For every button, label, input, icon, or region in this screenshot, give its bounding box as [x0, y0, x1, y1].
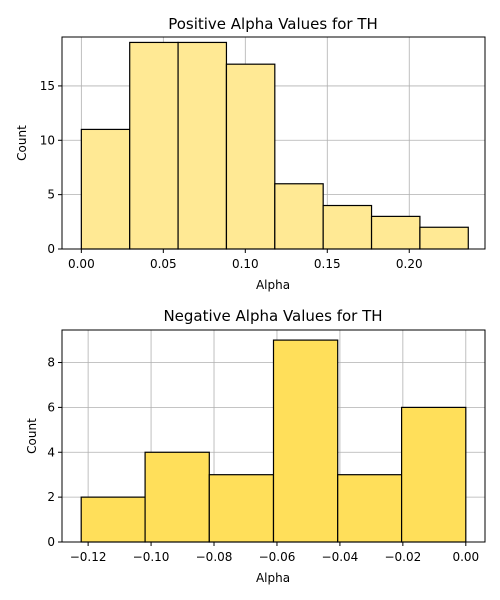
y-tick-label: 5 — [47, 188, 55, 202]
histogram-bar — [80, 496, 146, 543]
x-tick-label: −0.06 — [259, 550, 296, 564]
chart-positive-alpha: Positive Alpha Values for TH 0.00 0.05 0.1… — [15, 15, 486, 292]
y-tick-label: 8 — [47, 356, 55, 370]
y-tick-label: 0 — [47, 535, 55, 549]
x-axis-label: Alpha — [256, 571, 290, 585]
y-axis-label: Count — [25, 418, 39, 454]
x-tick-label: 0.00 — [68, 257, 95, 271]
chart-title: Positive Alpha Values for TH — [168, 15, 378, 33]
axes-frame — [61, 329, 486, 543]
histogram-bar — [322, 204, 373, 250]
x-tick-label: 0.00 — [452, 550, 479, 564]
x-axis-label: Alpha — [256, 278, 290, 292]
histogram-bar — [274, 183, 324, 250]
x-tick-label: −0.04 — [322, 550, 359, 564]
y-tick-label: 15 — [40, 79, 55, 93]
histogram-bar — [208, 474, 275, 543]
histogram-bar — [80, 128, 131, 250]
x-tick-label: −0.08 — [196, 550, 233, 564]
histogram-bar — [419, 226, 469, 250]
histogram-bar — [400, 406, 467, 543]
x-tick-label: 0.20 — [396, 257, 423, 271]
y-tick-label: 10 — [40, 133, 55, 147]
y-axis-label: Count — [15, 125, 29, 161]
y-tick-label: 2 — [47, 490, 55, 504]
histogram-bar — [129, 41, 179, 250]
y-tick-label: 0 — [47, 242, 55, 256]
x-tick-label: −0.12 — [70, 550, 107, 564]
x-tick-label: 0.05 — [150, 257, 177, 271]
histogram-bar — [225, 63, 276, 250]
histogram-bar — [144, 451, 210, 543]
histogram-bar — [177, 41, 228, 250]
y-tick-label: 6 — [47, 400, 55, 414]
chart-title: Negative Alpha Values for TH — [163, 307, 382, 325]
x-tick-label: 0.10 — [232, 257, 259, 271]
axes-frame — [61, 36, 486, 250]
histogram-bar — [337, 474, 403, 543]
histogram-bar — [272, 339, 339, 543]
histogram-bar — [370, 215, 421, 250]
x-tick-label: −0.02 — [384, 550, 421, 564]
x-tick-label: −0.10 — [133, 550, 170, 564]
y-tick-label: 4 — [47, 445, 55, 459]
chart-negative-alpha: Negative Alpha Values for TH −0.12 −0.10 −… — [25, 307, 486, 585]
x-tick-label: 0.15 — [314, 257, 341, 271]
